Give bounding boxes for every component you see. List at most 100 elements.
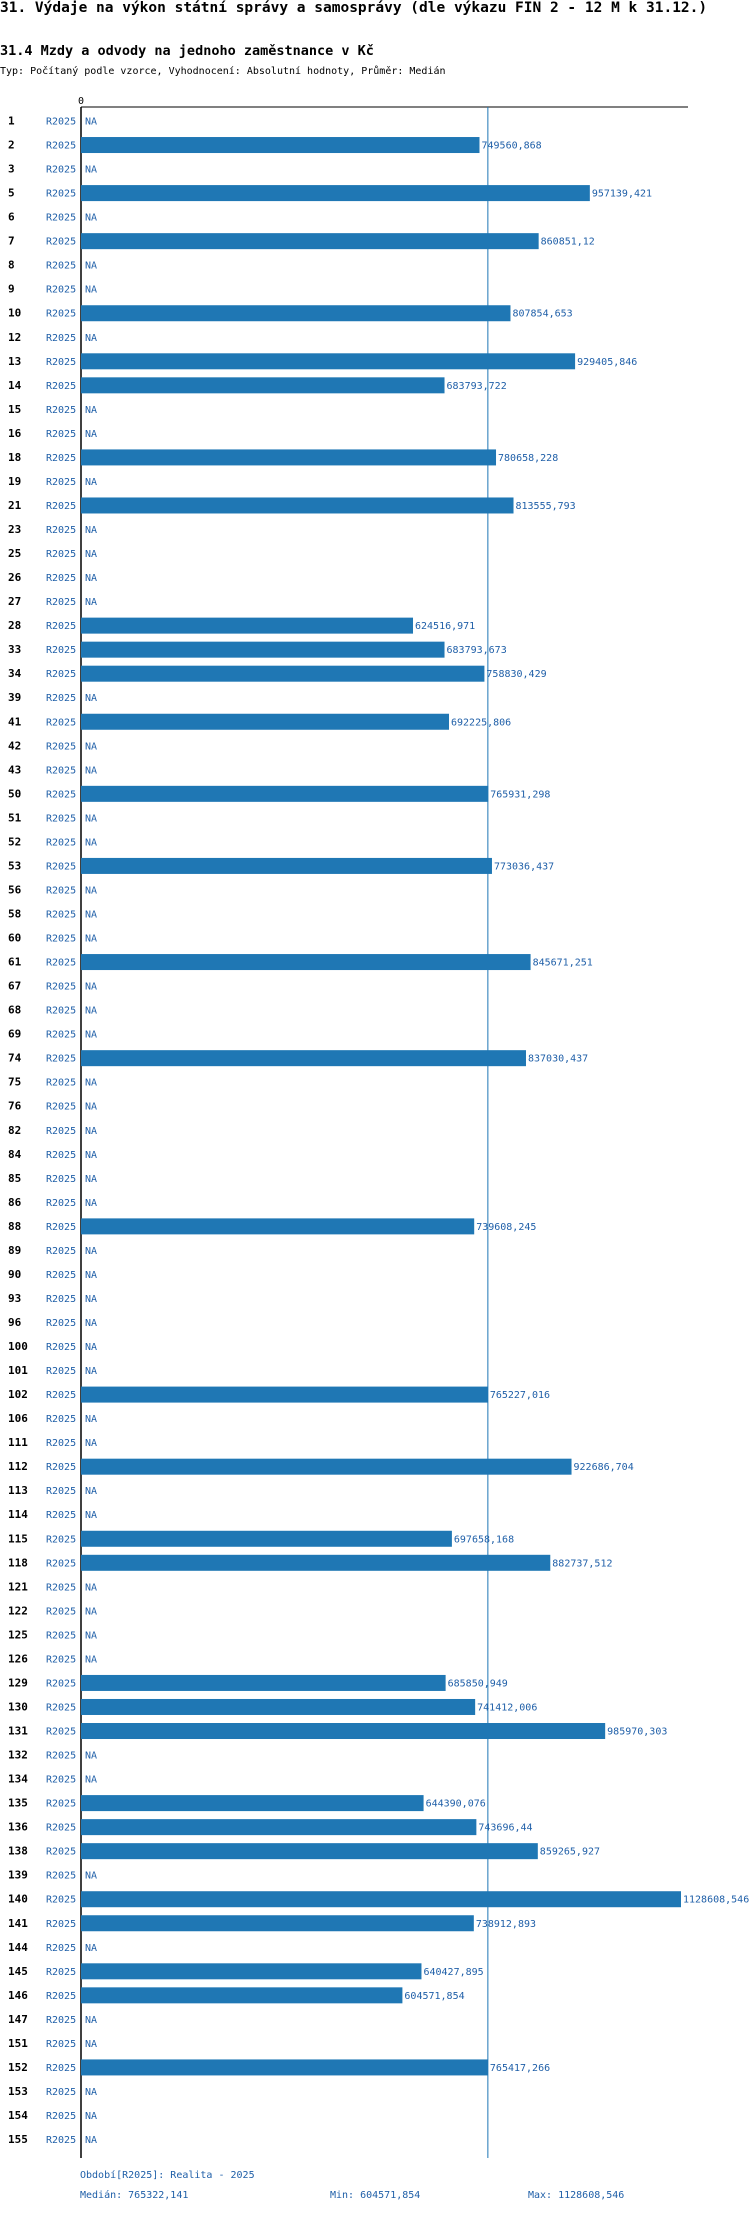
category-label: 25 bbox=[8, 547, 21, 560]
na-label: NA bbox=[85, 1246, 97, 1257]
series-label: R2025 bbox=[46, 1606, 76, 1617]
na-label: NA bbox=[85, 1174, 97, 1185]
na-label: NA bbox=[85, 1078, 97, 1089]
category-label: 132 bbox=[8, 1749, 28, 1762]
value-label: 697658,168 bbox=[454, 1534, 514, 1545]
series-label: R2025 bbox=[46, 2111, 76, 2122]
category-label: 102 bbox=[8, 1388, 28, 1401]
category-label: 26 bbox=[8, 571, 22, 584]
category-label: 86 bbox=[8, 1196, 22, 1209]
bar bbox=[81, 617, 414, 634]
series-label: R2025 bbox=[46, 789, 76, 800]
series-label: R2025 bbox=[46, 693, 76, 704]
series-label: R2025 bbox=[46, 2135, 76, 2146]
na-label: NA bbox=[85, 405, 97, 416]
na-label: NA bbox=[85, 1606, 97, 1617]
bar bbox=[81, 857, 492, 874]
series-label: R2025 bbox=[46, 333, 76, 344]
series-label: R2025 bbox=[46, 885, 76, 896]
series-label: R2025 bbox=[46, 1414, 76, 1425]
na-label: NA bbox=[85, 693, 97, 704]
series-label: R2025 bbox=[46, 1775, 76, 1786]
na-label: NA bbox=[85, 1775, 97, 1786]
series-label: R2025 bbox=[46, 1438, 76, 1449]
series-label: R2025 bbox=[46, 165, 76, 176]
value-label: 957139,421 bbox=[592, 189, 652, 200]
bar bbox=[81, 353, 576, 370]
series-label: R2025 bbox=[46, 1871, 76, 1882]
na-label: NA bbox=[85, 2015, 97, 2026]
category-label: 39 bbox=[8, 691, 21, 704]
na-label: NA bbox=[85, 1198, 97, 1209]
series-label: R2025 bbox=[46, 1823, 76, 1834]
category-label: 106 bbox=[8, 1412, 28, 1425]
bar bbox=[81, 1843, 538, 1860]
na-label: NA bbox=[85, 909, 97, 920]
na-label: NA bbox=[85, 813, 97, 824]
series-label: R2025 bbox=[46, 381, 76, 392]
category-label: 152 bbox=[8, 2061, 28, 2074]
bar bbox=[81, 1987, 403, 2004]
na-label: NA bbox=[85, 2111, 97, 2122]
series-label: R2025 bbox=[46, 1534, 76, 1545]
category-label: 146 bbox=[8, 1989, 28, 2002]
na-label: NA bbox=[85, 165, 97, 176]
na-label: NA bbox=[85, 1630, 97, 1641]
na-label: NA bbox=[85, 934, 97, 945]
value-label: 765417,266 bbox=[490, 2063, 550, 2074]
value-label: 692225,806 bbox=[451, 717, 511, 728]
category-label: 89 bbox=[8, 1244, 21, 1257]
category-label: 84 bbox=[8, 1148, 22, 1161]
series-label: R2025 bbox=[46, 1126, 76, 1137]
na-label: NA bbox=[85, 1006, 97, 1017]
footer-median: Medián: 765322,141 bbox=[80, 2190, 189, 2201]
chart-title: 31. Výdaje na výkon státní správy a samo… bbox=[0, 0, 708, 16]
na-label: NA bbox=[85, 1486, 97, 1497]
bar bbox=[81, 1795, 424, 1812]
na-label: NA bbox=[85, 837, 97, 848]
value-label: 624516,971 bbox=[415, 621, 475, 632]
series-label: R2025 bbox=[46, 1222, 76, 1233]
series-label: R2025 bbox=[46, 237, 76, 248]
bar bbox=[81, 1386, 488, 1403]
category-label: 14 bbox=[8, 379, 22, 392]
category-label: 82 bbox=[8, 1124, 21, 1137]
category-label: 155 bbox=[8, 2133, 28, 2146]
x-axis-zero-label: 0 bbox=[78, 96, 84, 107]
series-label: R2025 bbox=[46, 1246, 76, 1257]
bar bbox=[81, 185, 590, 202]
series-label: R2025 bbox=[46, 741, 76, 752]
na-label: NA bbox=[85, 261, 97, 272]
bar bbox=[81, 1915, 474, 1932]
category-label: 33 bbox=[8, 643, 21, 656]
bar bbox=[81, 1698, 476, 1715]
category-label: 118 bbox=[8, 1556, 28, 1569]
value-label: 741412,006 bbox=[477, 1702, 537, 1713]
value-label: 845671,251 bbox=[533, 958, 593, 969]
category-label: 131 bbox=[8, 1725, 28, 1738]
category-label: 1 bbox=[8, 115, 15, 128]
category-label: 122 bbox=[8, 1604, 28, 1617]
value-label: 837030,437 bbox=[528, 1054, 588, 1065]
category-label: 130 bbox=[8, 1700, 28, 1713]
value-label: 743696,44 bbox=[478, 1823, 532, 1834]
bar bbox=[81, 233, 539, 250]
value-label: 739608,245 bbox=[476, 1222, 536, 1233]
category-label: 50 bbox=[8, 787, 21, 800]
value-label: 683793,673 bbox=[447, 645, 507, 656]
na-label: NA bbox=[85, 477, 97, 488]
value-label: 640427,895 bbox=[423, 1967, 483, 1978]
bar bbox=[81, 785, 489, 802]
value-label: 929405,846 bbox=[577, 357, 637, 368]
category-label: 51 bbox=[8, 811, 22, 824]
na-label: NA bbox=[85, 1126, 97, 1137]
na-label: NA bbox=[85, 1102, 97, 1113]
category-label: 12 bbox=[8, 331, 21, 344]
category-label: 101 bbox=[8, 1364, 28, 1377]
value-label: 758830,429 bbox=[486, 669, 546, 680]
series-label: R2025 bbox=[46, 1654, 76, 1665]
series-label: R2025 bbox=[46, 1078, 76, 1089]
category-label: 21 bbox=[8, 499, 22, 512]
category-label: 121 bbox=[8, 1580, 28, 1593]
